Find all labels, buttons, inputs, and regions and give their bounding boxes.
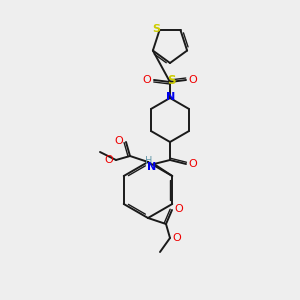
- Text: O: O: [189, 159, 197, 169]
- Text: S: S: [167, 74, 175, 88]
- Text: O: O: [105, 155, 113, 165]
- Text: N: N: [167, 92, 176, 102]
- Text: O: O: [189, 75, 197, 85]
- Text: O: O: [115, 136, 123, 146]
- Text: N: N: [147, 162, 157, 172]
- Text: O: O: [142, 75, 152, 85]
- Text: H: H: [145, 156, 153, 166]
- Text: S: S: [152, 24, 160, 34]
- Text: O: O: [175, 204, 183, 214]
- Text: O: O: [172, 233, 182, 243]
